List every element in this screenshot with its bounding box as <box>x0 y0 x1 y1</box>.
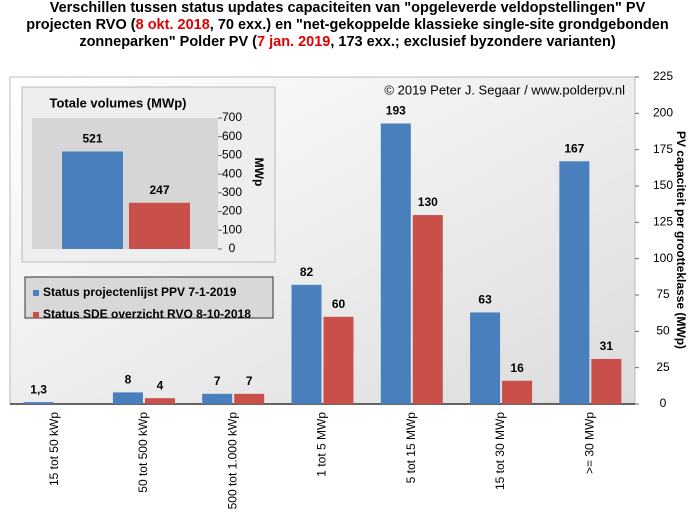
x-tick-label: 500 tot 1.000 kWp <box>225 412 239 510</box>
bar <box>291 284 322 404</box>
inset-plot <box>32 118 218 249</box>
bar <box>559 161 590 404</box>
data-label: 193 <box>386 104 406 118</box>
bar <box>380 123 411 405</box>
title-part: 8 okt. 2018 <box>135 17 210 33</box>
data-label: 7 <box>214 374 221 388</box>
y-tick-label: 100 <box>653 251 673 265</box>
x-tick-label: 1 tot 5 MWp <box>315 412 329 477</box>
y-axis-title: PV capaciteit per grootteklasse (MWp) <box>674 131 688 349</box>
y-tick-label: 200 <box>653 106 673 120</box>
inset-y-tick-label: 100 <box>222 222 242 236</box>
data-label: 1,3 <box>30 382 47 396</box>
title-part: 7 jan. 2019 <box>257 34 331 50</box>
inset-y-tick-label: 700 <box>222 110 242 124</box>
inset-y-tick-label: 600 <box>222 129 242 143</box>
title-part: , 70 exx.) en "net-gekoppelde klassieke … <box>79 17 669 50</box>
data-label: 82 <box>300 265 314 279</box>
bar <box>23 402 54 404</box>
data-label: 16 <box>510 361 524 375</box>
data-label: 63 <box>478 293 492 307</box>
y-tick-label: 225 <box>653 69 673 83</box>
legend-swatch <box>33 312 39 318</box>
inset-y-tick-label: 200 <box>222 204 242 218</box>
title-part: , 173 exx.; exclusief byzondere variante… <box>330 34 616 50</box>
y-tick-label: 125 <box>653 215 673 229</box>
x-tick-label: 5 tot 15 MWp <box>404 412 418 484</box>
data-label: 130 <box>418 195 438 209</box>
data-label: 167 <box>564 141 584 155</box>
copyright: © 2019 Peter J. Segaar / www.polderpv.nl <box>384 82 625 97</box>
chart-title: Verschillen tussen status updates capaci… <box>20 0 675 51</box>
y-tick-label: 75 <box>656 287 670 301</box>
legend-label: Status SDE overzicht RVO 8-10-2018 <box>43 307 251 321</box>
bar <box>502 380 533 404</box>
inset-y-tick-label: 0 <box>229 241 236 255</box>
inset-data-label: 521 <box>82 132 102 146</box>
legend-label: Status projectenlijst PPV 7-1-2019 <box>43 285 237 299</box>
data-label: 60 <box>332 297 346 311</box>
x-tick-label: 15 tot 50 kWp <box>47 412 61 486</box>
inset-y-title: MWp <box>252 158 266 187</box>
x-tick-label: 50 tot 500 kWp <box>136 412 150 493</box>
y-tick-label: 150 <box>653 178 673 192</box>
x-tick-label: >= 30 MWp <box>583 412 597 474</box>
bar <box>234 393 265 404</box>
inset-y-tick-label: 500 <box>222 148 242 162</box>
bar <box>202 393 233 404</box>
bar <box>112 392 143 404</box>
y-tick-label: 175 <box>653 142 673 156</box>
y-tick-label: 50 <box>656 324 670 338</box>
bar <box>144 398 175 404</box>
data-label: 8 <box>125 373 132 387</box>
title-part: Verschillen tussen status updates capaci… <box>26 0 646 33</box>
inset-y-tick-label: 300 <box>222 185 242 199</box>
inset-bar <box>129 202 190 249</box>
legend <box>24 276 274 319</box>
bar <box>323 316 354 404</box>
inset-title: Totale volumes (MWp) <box>50 95 187 110</box>
bar <box>591 358 622 404</box>
y-tick-label: 0 <box>660 396 667 410</box>
data-label: 4 <box>157 378 164 392</box>
legend-swatch <box>33 290 39 296</box>
bar <box>412 215 443 404</box>
data-label: 7 <box>246 374 253 388</box>
x-tick-label: 15 tot 30 MWp <box>493 412 507 490</box>
bar <box>470 312 501 404</box>
y-tick-label: 25 <box>656 360 670 374</box>
inset-data-label: 247 <box>149 183 169 197</box>
inset-bar <box>62 151 123 249</box>
inset-y-tick-label: 400 <box>222 166 242 180</box>
data-label: 31 <box>600 339 614 353</box>
